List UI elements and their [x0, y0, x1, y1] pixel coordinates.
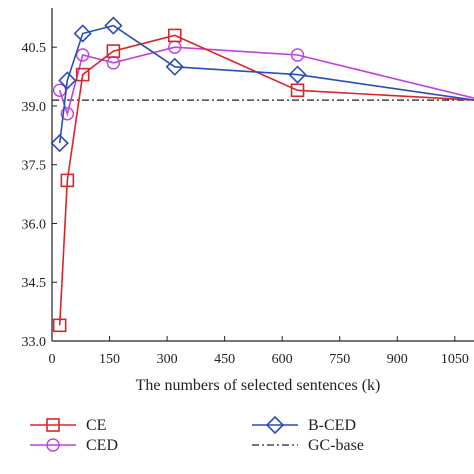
y-tick-label: 33.0: [22, 335, 47, 350]
series-b-ced-marker: [50, 134, 69, 153]
series-b-ced-marker: [288, 65, 307, 84]
legend-ce-marker: [46, 418, 60, 432]
x-tick-label: 1050: [441, 352, 469, 367]
plot-frame: [51, 8, 474, 342]
legend-item-ce: CE: [30, 417, 106, 434]
series-ce-marker: [60, 173, 75, 188]
x-axis-ticks: 0 150 300 450 600 750 900 1050: [49, 336, 469, 367]
series-ce: [52, 28, 474, 333]
legend: CE CED B-CED GC-base: [30, 415, 364, 454]
legend-label-ced: CED: [86, 437, 118, 454]
legend-label-b-ced: B-CED: [308, 417, 356, 434]
legend-item-b-ced: B-CED: [252, 415, 356, 435]
series-b-ced-marker: [58, 71, 77, 90]
series-ce-marker: [75, 67, 90, 82]
legend-b-ced-marker: [265, 415, 285, 435]
x-tick-label: 750: [329, 352, 350, 367]
series-b-ced-marker: [73, 24, 92, 43]
x-tick-label: 0: [49, 352, 56, 367]
series-ce-marker: [106, 44, 121, 58]
legend-label-ce: CE: [86, 417, 106, 434]
series-ce-marker: [52, 318, 67, 333]
x-tick-label: 450: [214, 352, 235, 367]
x-tick-label: 150: [99, 352, 120, 367]
y-tick-label: 37.5: [22, 159, 47, 174]
series-layer: [50, 16, 474, 333]
series-ced-marker: [60, 107, 75, 121]
series-b-ced-marker: [104, 16, 123, 35]
legend-ced-marker: [46, 438, 60, 452]
x-tick-label: 600: [272, 352, 293, 367]
legend-label-gc-base: GC-base: [308, 437, 364, 454]
series-b-ced-line: [58, 24, 474, 144]
series-ce-marker: [290, 83, 305, 98]
series-ce-line: [58, 34, 474, 326]
y-axis-ticks: 33.0 34.5 36.0 37.5 39.0 40.5: [22, 41, 57, 350]
y-tick-label: 34.5: [22, 276, 47, 291]
legend-item-ced: CED: [30, 437, 118, 454]
legend-item-gc-base: GC-base: [252, 437, 364, 454]
series-ced-marker: [75, 48, 90, 62]
series-ced: [52, 40, 474, 121]
x-tick-label: 300: [157, 352, 178, 367]
series-b-ced-marker: [165, 57, 184, 76]
series-ce-marker: [167, 28, 182, 43]
series-ced-marker: [290, 48, 305, 62]
x-axis-title: The numbers of selected sentences (k): [136, 377, 381, 394]
x-tick-label: 900: [387, 352, 408, 367]
y-tick-label: 36.0: [22, 217, 47, 232]
series-ced-line: [58, 46, 474, 117]
y-tick-label: 40.5: [22, 41, 47, 56]
series-b-ced: [50, 16, 474, 153]
y-tick-label: 39.0: [22, 100, 47, 115]
